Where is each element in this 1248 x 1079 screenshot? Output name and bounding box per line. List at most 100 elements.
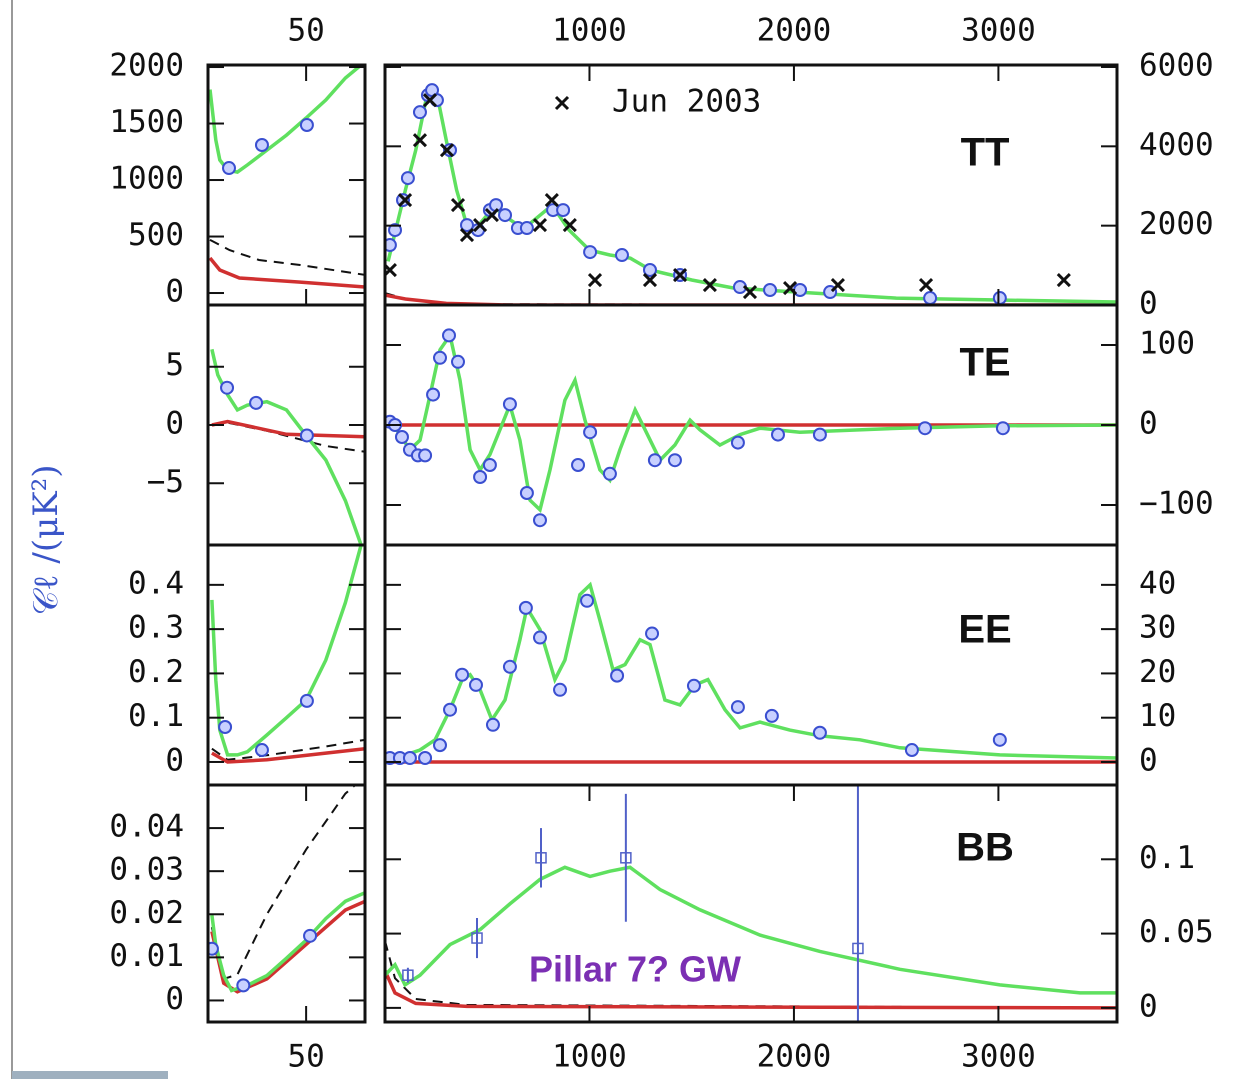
y-tick-label: 0: [1139, 286, 1158, 322]
curve: [208, 65, 363, 174]
data-point: [702, 277, 717, 293]
data-point: [812, 427, 827, 442]
data-point: [763, 283, 778, 298]
data-point: [556, 203, 571, 218]
data-point: [645, 626, 660, 641]
y-tick-label: 0: [165, 406, 184, 442]
curve: [385, 865, 1117, 995]
y-tick-label: 500: [128, 217, 184, 253]
data-point: [502, 397, 517, 412]
y-tick-label: 10: [1139, 698, 1176, 734]
data-point: [412, 105, 427, 120]
data-point: [571, 458, 586, 472]
y-tick-label: 1000: [109, 161, 184, 197]
data-point: [450, 198, 466, 213]
curve: [210, 348, 363, 545]
data-point: [544, 193, 559, 208]
curve: [210, 785, 356, 981]
data-point: [412, 133, 428, 148]
y-tick-label: 0: [1139, 406, 1158, 442]
data-point: [770, 427, 785, 442]
data-point: [249, 395, 264, 410]
plot-area: [210, 348, 365, 545]
curve: [385, 969, 1117, 1010]
x-tick-label: 2000: [757, 1039, 832, 1075]
data-point: [422, 93, 438, 108]
y-tick-label: 5: [165, 347, 184, 383]
data-point: [923, 291, 938, 305]
data-point: [672, 267, 688, 283]
plot-area: [385, 328, 1117, 528]
data-point: [742, 284, 758, 300]
y-tick-label: 0.2: [128, 654, 184, 690]
data-point: [299, 428, 314, 443]
data-point: [303, 928, 318, 943]
data-point: [904, 743, 919, 758]
data-point: [995, 421, 1010, 436]
data-point: [642, 272, 658, 288]
y-tick-label: −5: [147, 464, 184, 500]
y-axis-label: 𝒞ℓ /(μK²): [26, 465, 66, 616]
plot-area: [208, 65, 365, 289]
data-point: [220, 380, 235, 395]
panel-title: BB: [956, 826, 1014, 870]
y-tick-label: 4000: [1139, 127, 1214, 163]
data-point: [473, 470, 488, 484]
curve: [208, 256, 365, 289]
curve: [209, 239, 365, 276]
data-point: [218, 719, 233, 734]
data-point: [580, 593, 595, 608]
data-point: [397, 193, 413, 208]
data-point: [532, 630, 547, 645]
plot-area: [385, 581, 1117, 765]
data-point: [299, 118, 314, 132]
x-tick-label: 3000: [961, 13, 1036, 49]
data-point: [852, 942, 864, 955]
y-tick-label: 6000: [1139, 47, 1214, 83]
plot-area: [208, 785, 365, 994]
panel-frame: [206, 63, 367, 307]
y-tick-label: 100: [1139, 326, 1195, 362]
x-tick-label: 1000: [552, 1039, 627, 1075]
panel-frame: [383, 543, 1119, 787]
data-point: [647, 453, 662, 468]
data-point: [433, 738, 448, 753]
y-tick-label: 1500: [109, 104, 184, 140]
data-point: [812, 725, 827, 740]
x-tick-label: 2000: [757, 13, 832, 49]
y-tick-label: 0.01: [109, 938, 184, 974]
legend-marker: [554, 95, 570, 111]
data-point: [388, 223, 403, 238]
plot-area: [210, 545, 365, 764]
curve: [211, 419, 365, 439]
x-tick-label: 50: [287, 13, 324, 49]
data-point: [642, 263, 657, 278]
curve: [210, 891, 365, 993]
data-point: [394, 430, 409, 444]
y-tick-label: 0.1: [1139, 840, 1195, 876]
data-point: [918, 421, 933, 436]
y-tick-label: 40: [1139, 565, 1176, 601]
x-tick-label: 1000: [552, 13, 627, 49]
data-point: [485, 717, 500, 732]
data-point: [562, 218, 577, 233]
data-point: [468, 677, 483, 692]
curve: [211, 738, 365, 761]
data-point: [254, 743, 269, 758]
data-point: [459, 218, 474, 233]
data-point: [686, 678, 701, 693]
data-point: [402, 969, 414, 981]
legend-label: Jun 2003: [612, 84, 761, 120]
panel-frame: [206, 303, 367, 547]
data-point: [459, 228, 475, 243]
y-tick-label: 2000: [109, 48, 184, 84]
data-point: [254, 138, 269, 152]
y-tick-label: 20: [1139, 654, 1176, 690]
data-point: [441, 328, 456, 343]
data-point: [385, 238, 397, 253]
data-point: [418, 448, 433, 463]
y-tick-label: 30: [1139, 610, 1176, 646]
data-point: [992, 732, 1007, 747]
thumbnail: [12, 1071, 168, 1079]
data-point: [402, 750, 417, 765]
